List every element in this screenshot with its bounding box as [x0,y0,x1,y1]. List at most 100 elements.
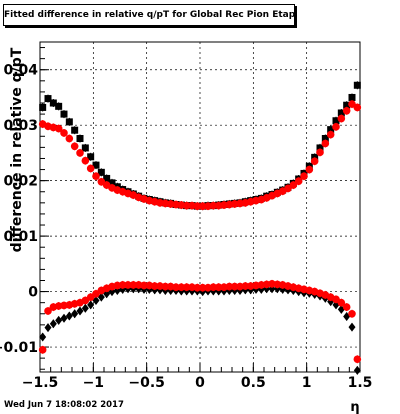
data-point [108,179,116,187]
data-point [327,126,335,134]
data-point [343,101,351,109]
x-tick-label: 1.5 [348,375,373,391]
y-tick-label: 0.04 [3,63,38,79]
data-point [39,332,47,342]
data-point [182,201,191,210]
y-tick-label: 0.02 [3,174,38,190]
data-point [44,307,52,315]
data-point [103,174,111,182]
series-1 [38,100,362,211]
series-0 [39,81,361,211]
data-point [294,177,303,186]
data-point [348,322,356,332]
data-point [44,323,52,333]
data-markers [38,81,362,375]
data-point [193,202,202,210]
data-point [337,114,346,123]
data-point [76,135,84,143]
data-point [348,309,356,318]
data-point [289,181,298,189]
data-point [71,309,79,319]
data-point [326,130,335,139]
y-axis-title: difference in relative q/pT [9,47,25,252]
data-point [81,144,89,152]
data-point [182,283,191,291]
data-point [241,282,250,290]
data-point [332,117,340,125]
y-tick-label: 0.01 [3,229,38,245]
data-point [49,319,57,329]
data-point [76,306,84,316]
data-point [60,129,68,137]
data-point [71,126,79,134]
data-point [150,282,159,290]
x-tick-label: 0 [195,375,205,391]
data-point [60,313,68,323]
y-tick-label: 0.03 [3,118,38,134]
y-axis: −0.01 0 0.01 0.02 0.03 0.04 [0,47,49,370]
data-point [76,149,84,157]
data-point [209,201,218,210]
data-point [44,95,52,103]
data-point [348,93,356,101]
data-point [321,135,329,143]
data-point [214,283,223,291]
data-point [198,283,207,292]
data-point [86,164,95,173]
data-point [65,118,73,126]
data-point [49,99,57,107]
data-point [54,124,63,133]
data-point [209,283,218,291]
data-point [38,346,47,354]
data-point [81,156,90,165]
data-point [55,102,63,110]
x-tick-label: 0.5 [241,375,266,391]
data-point [342,106,351,115]
data-point [87,300,95,310]
y-tick-label: −0.01 [0,340,38,356]
data-point [92,172,100,181]
data-point [65,134,74,143]
data-point [140,281,148,290]
data-point [316,148,324,157]
data-point [60,110,68,118]
series-3 [38,279,362,364]
x-tick-label: −1 [83,375,104,391]
data-point [353,355,362,364]
data-point [300,172,308,181]
data-point [92,161,100,169]
data-point [161,282,170,291]
data-point [55,315,63,325]
data-point [342,303,351,311]
data-point [65,311,73,321]
data-point [225,282,234,291]
data-point [129,281,138,289]
data-point [70,142,79,151]
data-point [337,298,346,307]
data-point [172,283,180,291]
data-point [39,103,47,111]
data-point [193,283,202,292]
grid [39,42,361,372]
data-point [305,165,314,174]
data-point [81,303,89,313]
x-tick-label: −1.5 [22,375,59,391]
data-point [97,168,105,176]
data-point [353,81,361,89]
chart-title: Fitted difference in relative q/pT for G… [3,4,295,26]
y-tick-label: 0 [28,285,38,301]
data-point [337,109,345,117]
data-point [230,282,239,291]
x-tick-label: −0.5 [128,375,165,391]
x-tick-label: 1 [302,375,312,391]
data-point [353,103,362,112]
x-axis: −1.5 −1 −0.5 0 0.5 1 1.5 [22,363,373,391]
data-point [124,281,132,289]
data-point [353,365,361,375]
x-axis-title: η [350,400,359,414]
data-point [321,139,330,148]
data-point [316,144,324,152]
data-point [310,157,319,166]
data-point [118,281,127,289]
